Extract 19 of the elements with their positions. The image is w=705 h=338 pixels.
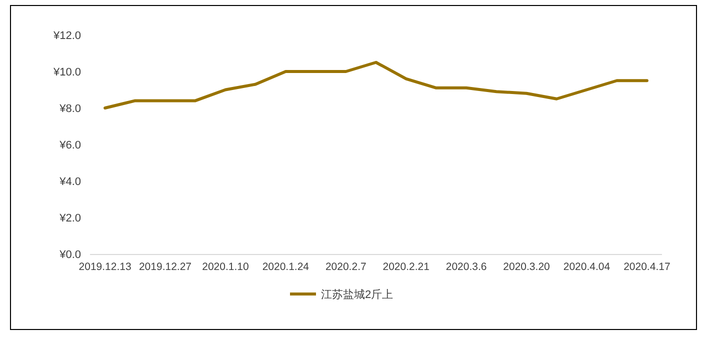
x-tick-label: 2020.1.24 [262,261,310,273]
x-tick-label: 2020.2.7 [325,261,366,273]
y-tick-label: ¥8.0 [58,103,81,115]
x-tick-label: 2020.1.10 [202,261,249,273]
x-tick-label: 2020.2.21 [382,261,430,273]
x-tick-label: 2019.12.27 [138,261,192,273]
y-tick-label: ¥4.0 [58,176,81,188]
y-tick-label: ¥2.0 [58,212,81,224]
x-tick-label: 2020.4.04 [563,261,610,273]
y-tick-label: ¥6.0 [58,140,81,152]
x-tick-label: 2020.4.17 [624,261,670,273]
x-tick-label: 2020.3.20 [503,261,550,273]
y-tick-label: ¥10.0 [52,66,81,78]
x-tick-label: 2020.3.6 [446,261,487,273]
legend-label: 江苏盐城2斤上 [321,288,394,301]
y-tick-label: ¥12.0 [52,30,81,42]
y-tick-label: ¥0.0 [58,249,81,261]
line-series [104,60,648,110]
x-tick-label: 2019.12.13 [78,261,132,273]
